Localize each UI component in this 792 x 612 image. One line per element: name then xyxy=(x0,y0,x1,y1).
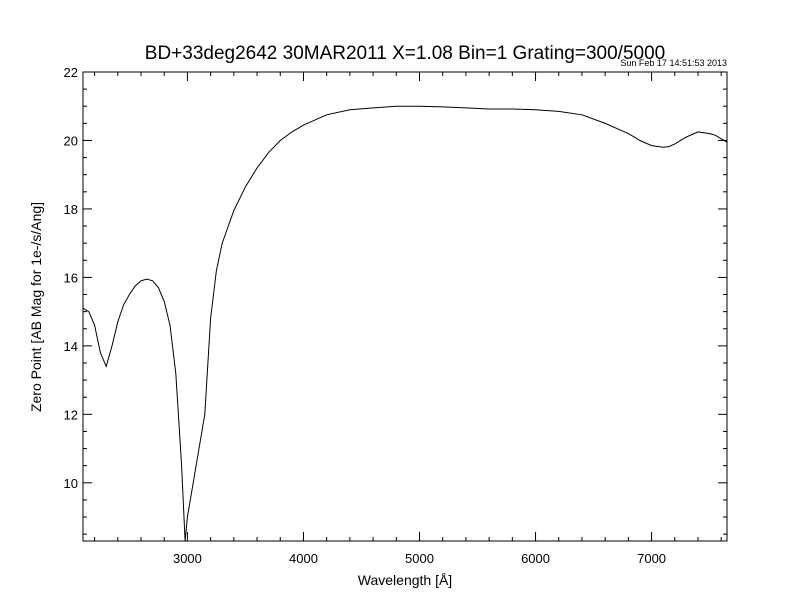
x-tick-label: 7000 xyxy=(637,551,666,566)
series-line-0 xyxy=(82,105,728,542)
y-tick-label: 22 xyxy=(64,65,78,80)
x-axis-label: Wavelength [Å] xyxy=(358,572,452,588)
chart-title: BD+33deg2642 30MAR2011 X=1.08 Bin=1 Grat… xyxy=(145,43,665,64)
y-tick-label: 20 xyxy=(64,133,78,148)
y-tick-label: 12 xyxy=(64,407,78,422)
x-tick-label: 3000 xyxy=(173,551,202,566)
x-tick-label: 6000 xyxy=(521,551,550,566)
plot-area: 3000 4000 5000 6000 7000 10 12 14 16 18 20 22 xyxy=(64,65,728,566)
plot-frame xyxy=(82,71,728,542)
x-tick-label: 4000 xyxy=(289,551,318,566)
x-tick-label: 5000 xyxy=(405,551,434,566)
y-tick-label: 18 xyxy=(64,202,78,217)
y-tick-label: 16 xyxy=(64,270,78,285)
y-axis-label: Zero Point [AB Mag for 1e-/s/Ang] xyxy=(28,202,44,412)
y-tick-label: 10 xyxy=(64,476,78,491)
plot-timestamp: Sun Feb 17 14:51:53 2013 xyxy=(620,58,727,68)
y-tick-label: 14 xyxy=(64,339,78,354)
